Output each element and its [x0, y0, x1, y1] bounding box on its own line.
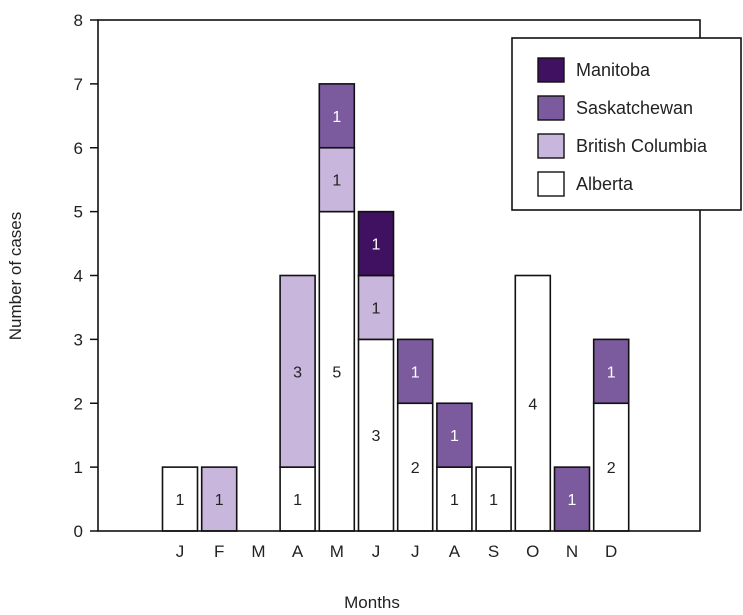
- bar-value-label: 1: [332, 173, 341, 190]
- bar-segment: [318, 83, 356, 149]
- bar-segment: [475, 466, 512, 532]
- y-tick-label: 2: [74, 394, 83, 413]
- x-tick-label: J: [372, 542, 381, 561]
- bar-value-label: 3: [293, 364, 302, 381]
- y-axis-title: Number of cases: [6, 212, 25, 341]
- bar-value-label: 1: [372, 300, 381, 317]
- legend-swatch: [537, 95, 565, 121]
- y-axis-ticks: 0 1 2 3 4 5 6 7 8: [74, 11, 98, 541]
- bar-value-label: 1: [607, 364, 616, 381]
- bar-value-label: 1: [450, 428, 459, 445]
- bar-value-label: 1: [489, 492, 498, 509]
- legend: Manitoba Saskatchewan British Columbia Albe…: [511, 37, 742, 211]
- y-tick-label: 8: [74, 11, 83, 30]
- bar-value-label: 3: [372, 428, 381, 445]
- legend-label: British Columbia: [576, 136, 708, 156]
- y-tick-label: 7: [74, 75, 83, 94]
- x-axis-title: Months: [344, 593, 400, 612]
- y-tick-label: 1: [74, 458, 83, 477]
- x-tick-label: M: [330, 542, 344, 561]
- x-tick-label: A: [449, 542, 461, 561]
- bar-segment: [357, 210, 395, 277]
- y-tick-label: 6: [74, 139, 83, 158]
- bar-value-label: 1: [293, 492, 302, 509]
- bar-segment: [592, 338, 630, 405]
- legend-label: Manitoba: [576, 60, 651, 80]
- legend-label: Saskatchewan: [576, 98, 693, 118]
- x-tick-label: J: [176, 542, 185, 561]
- x-tick-label: D: [605, 542, 617, 561]
- legend-swatch: [537, 171, 565, 197]
- bar-segment: [436, 402, 473, 468]
- y-tick-label: 5: [74, 203, 83, 222]
- y-tick-label: 3: [74, 330, 83, 349]
- legend-swatch: [537, 57, 565, 83]
- bar-value-label: 1: [215, 492, 224, 509]
- bar-segment: [553, 466, 591, 532]
- bar-segment: [318, 146, 356, 213]
- bar-segment: [279, 274, 316, 468]
- x-tick-label: A: [292, 542, 304, 561]
- bar-value-label: 1: [450, 492, 459, 509]
- bar-value-label: 1: [332, 109, 341, 126]
- bar-value-label: 1: [411, 364, 420, 381]
- bar-value-label: 1: [568, 492, 577, 509]
- bar-segment: [514, 274, 552, 532]
- bar-segment: [396, 338, 434, 405]
- x-tick-label: J: [411, 542, 420, 561]
- legend-swatch: [537, 133, 565, 159]
- x-tick-label: N: [566, 542, 578, 561]
- bar-value-label: 1: [176, 492, 185, 509]
- legend-label: Alberta: [576, 174, 634, 194]
- bar-segment: [357, 274, 395, 341]
- bar-value-label: 5: [332, 364, 341, 381]
- x-tick-label: O: [526, 542, 539, 561]
- bar-value-label: 1: [372, 237, 381, 254]
- bar-segment: [161, 466, 199, 532]
- bar-value-label: 4: [528, 396, 537, 413]
- y-tick-label: 4: [74, 267, 83, 286]
- x-tick-label: M: [251, 542, 265, 561]
- bar-value-label: 2: [607, 460, 616, 477]
- y-tick-label: 0: [74, 522, 83, 541]
- bar-value-label: 2: [411, 460, 420, 477]
- x-tick-label: F: [214, 542, 224, 561]
- x-tick-label: S: [488, 542, 499, 561]
- bar-segment: [200, 466, 238, 532]
